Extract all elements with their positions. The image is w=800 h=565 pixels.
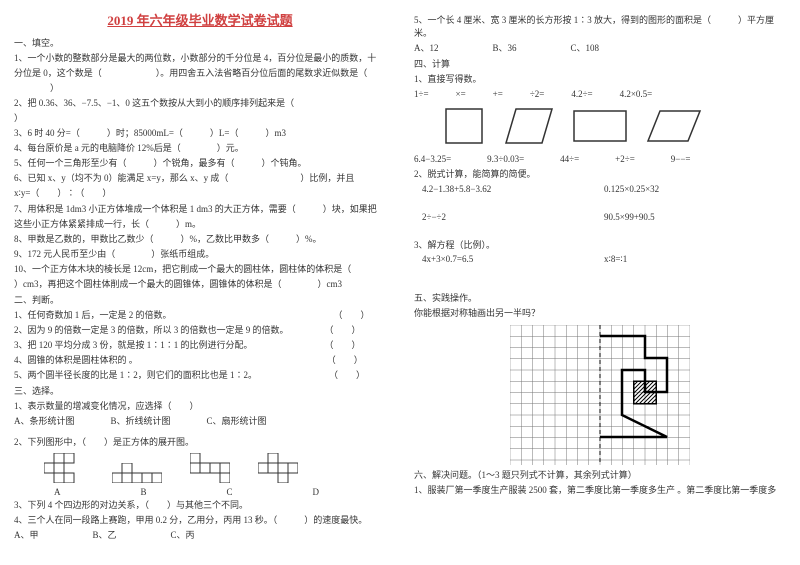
q9-line: 9、172 元人民币至少由（ ）张纸币组成。 [14, 248, 386, 261]
calc-3a: 4x+3×0.7=6.5 [422, 254, 604, 265]
q10-line-b: ）cm3，再把这个圆柱体削成一个最大的圆锥体，圆锥体的体积是（ ）cm3 [14, 278, 386, 291]
unfold-c-icon [190, 453, 230, 483]
left-column: 2019 年六年级毕业数学试卷试题 一、填空。 1、一个小数的整数部分是最大的两… [0, 0, 400, 565]
label-a: A [54, 487, 61, 497]
q6-line-b: x∶y=（ ）∶（ ） [14, 187, 386, 200]
judge-5: 5、两个圆半径长度的比是 1∶2，则它们的面积比也是 1∶2。 （ ） [14, 369, 386, 382]
calc-p1a: 4.2−1.38+5.8−3.62 [422, 184, 604, 194]
calc-p1b: 0.125×0.25×32 [604, 184, 786, 194]
q8-line: 8、甲数是乙数的，甲数比乙数少（ ）%，乙数比甲数多（ ）%。 [14, 233, 386, 246]
calc-3b: x∶8=∶1 [604, 254, 786, 265]
q5-right: 5、一个长 4 厘米、宽 3 厘米的长方形按 1∶3 放大，得到的图形的面积是（… [414, 14, 786, 40]
section-5-heading: 五、实践操作。 [414, 292, 786, 305]
calc-p2a: 2÷−÷2 [422, 212, 604, 222]
section-2-heading: 二、判断。 [14, 294, 386, 307]
q5-right-options: A、12 B、36 C、108 [414, 42, 786, 55]
right-column: 5、一个长 4 厘米、宽 3 厘米的长方形按 1∶3 放大，得到的图形的面积是（… [400, 0, 800, 565]
select-1-options: A、条形统计图 B、折线统计图 C、扇形统计图 [14, 415, 386, 428]
judge-1: 1、任何奇数加 1 后，一定是 2 的倍数。 （ ） [14, 309, 386, 322]
unfold-labels: A B C D [54, 487, 386, 497]
grid-svg [510, 325, 690, 465]
select-2: 2、下列图形中，（ ）是正方体的展开图。 [14, 436, 386, 449]
label-c: C [227, 487, 233, 497]
q5-line: 5、任何一个三角形至少有（ ）个锐角，最多有（ ）个钝角。 [14, 157, 386, 170]
calc-1-row: 1÷= ×= += ÷2= 4.2÷= 4.2×0.5= [414, 88, 786, 101]
judge-3: 3、把 120 平均分成 3 份，就是按 1∶1∶1 的比例进行分配。 （ ） [14, 339, 386, 352]
q1-line-b: 分位是 0，这个数是（ ）。用四舍五入法省略百分位后面的尾数求近似数是（ [14, 67, 386, 80]
section-4-heading: 四、计算 [414, 58, 786, 71]
cube-unfold-row [44, 453, 386, 483]
q6-line-a: 6、已知 x、y（均不为 0）能满足 x=y，那么 x、y 成（ ）比例，并且 [14, 172, 386, 185]
exam-title: 2019 年六年级毕业数学试卷试题 [14, 10, 386, 29]
symmetry-grid [510, 325, 690, 465]
select-1: 1、表示数量的增减变化情况，应选择（ ） [14, 400, 386, 413]
problem-6-1: 1、服装厂第一季度生产服装 2500 套，第二季度比第一季度多生产 。第二季度比… [414, 484, 786, 497]
unfold-d-icon [258, 453, 298, 483]
calc-3-heading: 3、解方程（比例）。 [414, 239, 786, 252]
practice-prompt: 你能根据对称轴画出另一半吗？ [414, 307, 786, 320]
select-3: 3、下列 4 个四边形的对边关系，（ ）与其他三个不同。 [14, 499, 386, 512]
section-3-heading: 三、选择。 [14, 385, 386, 398]
rectangle-icon [572, 107, 628, 145]
label-d: D [313, 487, 320, 497]
section-6-heading: 六、解决问题。（1～3 题只列式不计算，其余列式计算） [414, 469, 786, 482]
q1-line-a: 1、一个小数的整数部分是最大的两位数，小数部分的千分位是 4，百分位是最小的质数… [14, 52, 386, 65]
quadrilateral-row [444, 107, 786, 145]
calc-grid: 4.2−1.38+5.8−3.620.125×0.25×32 2÷−÷290.5… [422, 184, 786, 222]
calc-2-row: 6.4−3.25= 9.3÷0.03= 44÷= +2÷= 9−−= [414, 153, 786, 166]
q2-line-a: 2、把 0.36、36、−7.5、−1、0 这五个数按从大到小的顺序排列起来是（ [14, 97, 386, 110]
spacer [14, 430, 386, 434]
rhombus-icon [504, 107, 554, 145]
calc-2-heading: 2、脱式计算，能简算的简便。 [414, 168, 786, 181]
judge-2: 2、因为 9 的倍数一定是 3 的倍数，所以 3 的倍数也一定是 9 的倍数。 … [14, 324, 386, 337]
calc-p2b: 90.5×99+90.5 [604, 212, 786, 222]
select-4-options: A、甲 B、乙 C、丙 [14, 529, 386, 542]
q2-line-b: ） [14, 112, 386, 125]
unfold-a-icon [44, 453, 84, 483]
section-1-heading: 一、填空。 [14, 37, 386, 50]
hatched-square [634, 381, 657, 404]
label-b: B [141, 487, 147, 497]
judge-4: 4、圆锥的体积是圆柱体积的 。 （ ） [14, 354, 386, 367]
select-4: 4、三个人在同一段路上赛跑，甲用 0.2 分，乙用分，丙用 13 秒。（ ）的速… [14, 514, 386, 527]
unfold-b-icon [112, 463, 162, 483]
q1-line-c: ） [14, 82, 386, 95]
q10-line-a: 10、一个正方体木块的棱长是 12cm，把它削成一个最大的圆柱体，圆柱体的体积是… [14, 263, 386, 276]
calc-1-heading: 1、直接写得数。 [414, 73, 786, 86]
q4-line: 4、每台原价是 a 元的电脑降价 12%后是（ ）元。 [14, 142, 386, 155]
trapezoid-icon [646, 107, 702, 145]
q7-line-a: 7、用体积是 1dm3 小正方体堆成一个体积是 1 dm3 的大正方体，需要（ … [14, 203, 386, 216]
q7-line-b: 这些小正方体紧紧排成一行，长（ ）m。 [14, 218, 386, 231]
square-icon [444, 107, 486, 145]
q3-line: 3、6 时 40 分=（ ）时；85000mL=（ ）L=（ ）m3 [14, 127, 386, 140]
